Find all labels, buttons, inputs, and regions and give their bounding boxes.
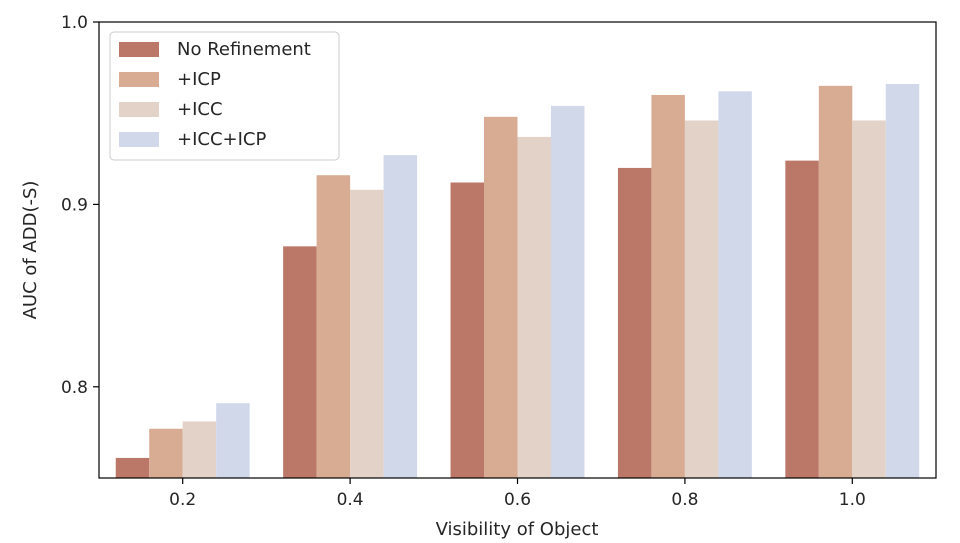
bar-icc-icp-0-8 [718,91,752,478]
bar-icp-0-6 [484,116,518,478]
y-axis-title: AUC of ADD(-S) [20,181,41,320]
legend-label: +ICC+ICP [177,129,266,150]
legend-swatch [119,42,159,57]
bar-icc-icp-0-2 [216,403,250,478]
y-tick-label: 1.0 [61,13,88,33]
bar-no-refinement-0-4 [283,246,317,478]
bar-no-refinement-0-6 [450,182,485,478]
bar-icp-0-4 [316,175,351,478]
bar-icc-icp-0-6 [550,105,585,479]
legend-swatch [119,102,159,117]
legend: No Refinement +ICP +ICC +ICC+ICP [109,31,340,161]
legend-label: +ICC [177,99,223,120]
x-tick-label: 0.4 [337,490,364,510]
x-tick-label: 0.2 [169,490,196,510]
legend-swatch [119,72,159,87]
x-tick-label: 0.6 [504,490,531,510]
bar-icc-0-8 [684,120,719,478]
x-tick-label: 1.0 [839,490,866,510]
bars-layer [115,84,920,479]
bar-no-refinement-1-0 [785,160,819,478]
y-tick-label: 0.8 [61,378,88,398]
y-axis: 0.8 0.9 1.0 [61,13,99,398]
x-axis-title: Visibility of Object [436,519,599,540]
bar-no-refinement-0-8 [617,167,652,479]
bar-icp-0-2 [149,428,183,478]
bar-icp-1-0 [818,85,853,478]
bar-icc-0-4 [350,189,384,478]
legend-label: No Refinement [177,39,311,60]
legend-swatch [119,132,159,147]
bar-icc-1-0 [852,120,886,478]
bar-icp-0-8 [651,94,685,479]
bar-icc-0-2 [182,421,217,478]
legend-label: +ICP [177,69,221,90]
x-axis: 0.2 0.4 0.6 0.8 1.0 [169,478,866,510]
bar-icc-0-6 [517,136,551,478]
y-tick-label: 0.9 [61,195,88,215]
legend-box [109,31,340,161]
bar-no-refinement-0-2 [115,457,150,478]
bar-icc-icp-1-0 [885,84,920,479]
x-tick-label: 0.8 [671,490,698,510]
bar-icc-icp-0-4 [383,155,418,478]
